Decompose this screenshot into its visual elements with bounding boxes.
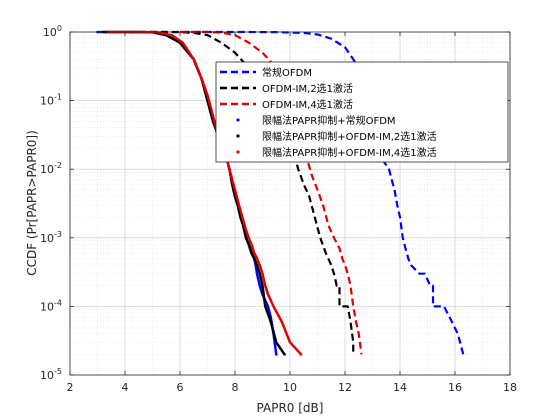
legend: 常规OFDM OFDM-IM,2选1激活 OFDM-IM,4选1激活限幅法PAPR抑… [215, 61, 509, 163]
series-line-1 [138, 30, 465, 355]
y-tick-label: 10-3 [40, 230, 62, 245]
legend-label-4: 限幅法PAPR抑制+常规OFDM [262, 114, 396, 127]
y-tick-label: 10-2 [40, 161, 62, 176]
legend-label-3: OFDM-IM,4选1激活 [262, 98, 353, 111]
x-tick-label: 8 [232, 381, 239, 394]
legend-label-5: 限幅法PAPR抑制+OFDM-IM,2选1激活 [262, 130, 437, 143]
y-tick-label: 100 [43, 24, 62, 39]
y-tick-labels: 10-5 10-4 10-3 10-2 10-1 100 [40, 24, 62, 382]
series-line-3 [180, 30, 363, 355]
legend-label-2: OFDM-IM,2选1激活 [262, 82, 353, 95]
y-tick-label: 10-5 [40, 367, 62, 382]
legend-entries: 常规OFDM OFDM-IM,2选1激活 OFDM-IM,4选1激活限幅法PAPR抑… [220, 66, 437, 159]
y-tick-label: 10-1 [40, 93, 62, 108]
x-tick-label: 16 [448, 381, 462, 394]
x-tick-label: 10 [283, 381, 297, 394]
y-tick-label: 10-4 [40, 298, 62, 313]
legend-label-6: 限幅法PAPR抑制+OFDM-IM,4选1激活 [262, 146, 437, 159]
series-line-2 [138, 30, 355, 355]
x-tick-label: 6 [177, 381, 184, 394]
x-tick-label: 2 [67, 381, 74, 394]
series-point [274, 353, 278, 356]
legend-marker-5 [236, 134, 240, 138]
x-tick-label: 18 [503, 381, 517, 394]
legend-marker-6 [236, 150, 240, 154]
x-tick-label: 14 [393, 381, 407, 394]
legend-label-1: 常规OFDM [262, 66, 312, 79]
legend-marker-4 [236, 118, 240, 122]
y-axis-label: CCDF (Pr[PAPR>PAPR0]) [25, 130, 39, 276]
axis-ticks [69, 31, 511, 376]
series-point [299, 353, 303, 356]
legend-box [215, 61, 509, 163]
x-tick-label: 12 [338, 381, 352, 394]
x-tick-labels: 2 4 6 8 10 12 14 16 18 [67, 381, 518, 394]
series-point [283, 353, 286, 356]
x-tick-label: 4 [122, 381, 129, 394]
x-axis-label: PAPR0 [dB] [257, 401, 324, 415]
